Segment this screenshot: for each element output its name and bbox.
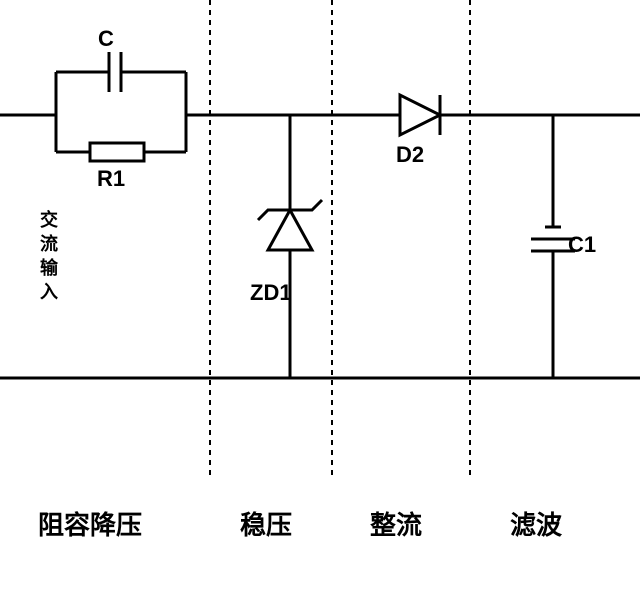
label-c1: C1 xyxy=(568,232,596,258)
stage-label-3: 整流 xyxy=(370,505,422,542)
label-r1: R1 xyxy=(97,166,125,192)
stage-label-2: 稳压 xyxy=(240,505,292,542)
label-ac-input: 交流输入 xyxy=(35,210,61,306)
label-c: C xyxy=(98,26,114,52)
stage-label-4: 滤波 xyxy=(510,505,562,542)
label-d2: D2 xyxy=(396,142,424,168)
stage-label-1: 阻容降压 xyxy=(38,505,142,542)
label-zd1: ZD1 xyxy=(250,280,292,306)
